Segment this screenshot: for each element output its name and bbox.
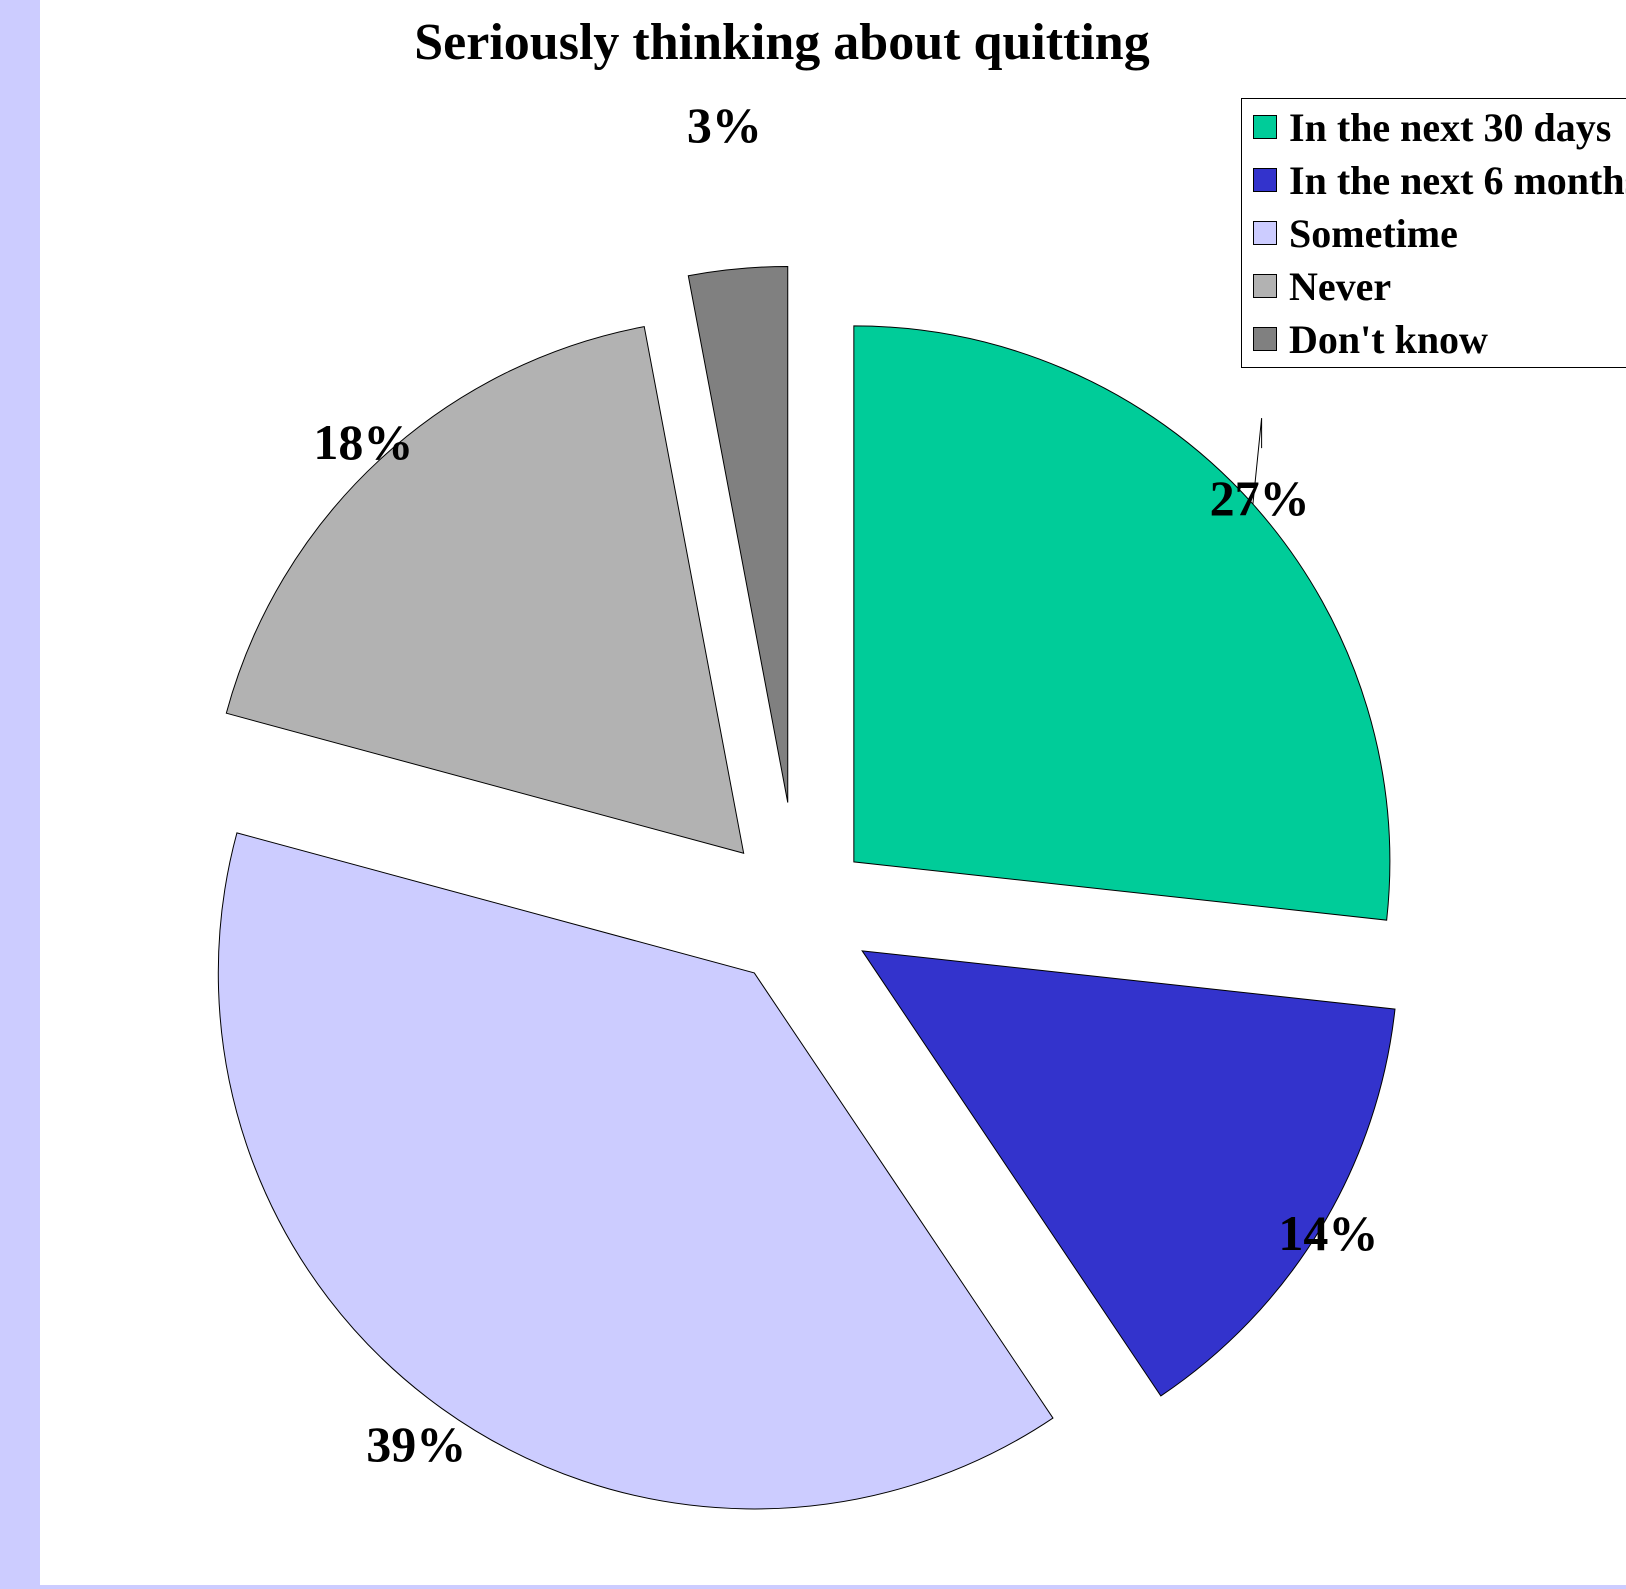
pie-slice-don-t-know	[687, 265, 789, 803]
legend-label-sometime: Sometime	[1289, 210, 1458, 256]
pie-slice-in-the-next-6-months	[861, 950, 1396, 1397]
legend-swatch-in-the-next-30-days	[1253, 115, 1277, 139]
legend-swatch-don-t-know	[1253, 327, 1277, 351]
slice-label-never: 18%	[313, 414, 414, 471]
frame-left-stripe	[0, 0, 40, 1589]
chart-title: Seriously thinking about quitting	[414, 14, 1150, 71]
pie-slice-in-the-next-30-days	[853, 325, 1391, 921]
frame-bottom-stripe	[0, 1585, 1626, 1589]
chart-legend: In the next 30 days In the next 6 months S…	[1241, 98, 1626, 368]
slice-label-in-the-next-30-days: 27%	[1209, 470, 1310, 527]
legend-swatch-never	[1253, 274, 1277, 298]
legend-item-sometime: Sometime	[1253, 211, 1458, 256]
leader-line-in-the-next-30-days	[1252, 418, 1263, 505]
slice-label-sometime: 39%	[366, 1416, 467, 1473]
legend-item-never: Never	[1253, 264, 1391, 309]
legend-swatch-sometime	[1253, 221, 1277, 245]
legend-swatch-in-the-next-6-months	[1253, 168, 1277, 192]
legend-label-never: Never	[1289, 263, 1392, 309]
legend-item-don-t-know: Don't know	[1253, 317, 1488, 362]
legend-item-in-the-next-30-days: In the next 30 days	[1253, 105, 1611, 150]
slice-label-in-the-next-6-months: 14%	[1278, 1205, 1379, 1262]
legend-label-don-t-know: Don't know	[1289, 316, 1488, 362]
legend-label-in-the-next-6-months: In the next 6 months	[1289, 157, 1626, 203]
legend-item-in-the-next-6-months: In the next 6 months	[1253, 158, 1626, 203]
pie-slice-never	[225, 325, 745, 854]
slice-label-don-t-know: 3%	[686, 97, 762, 154]
pie-slice-sometime	[217, 832, 1054, 1510]
legend-label-in-the-next-30-days: In the next 30 days	[1289, 104, 1612, 150]
